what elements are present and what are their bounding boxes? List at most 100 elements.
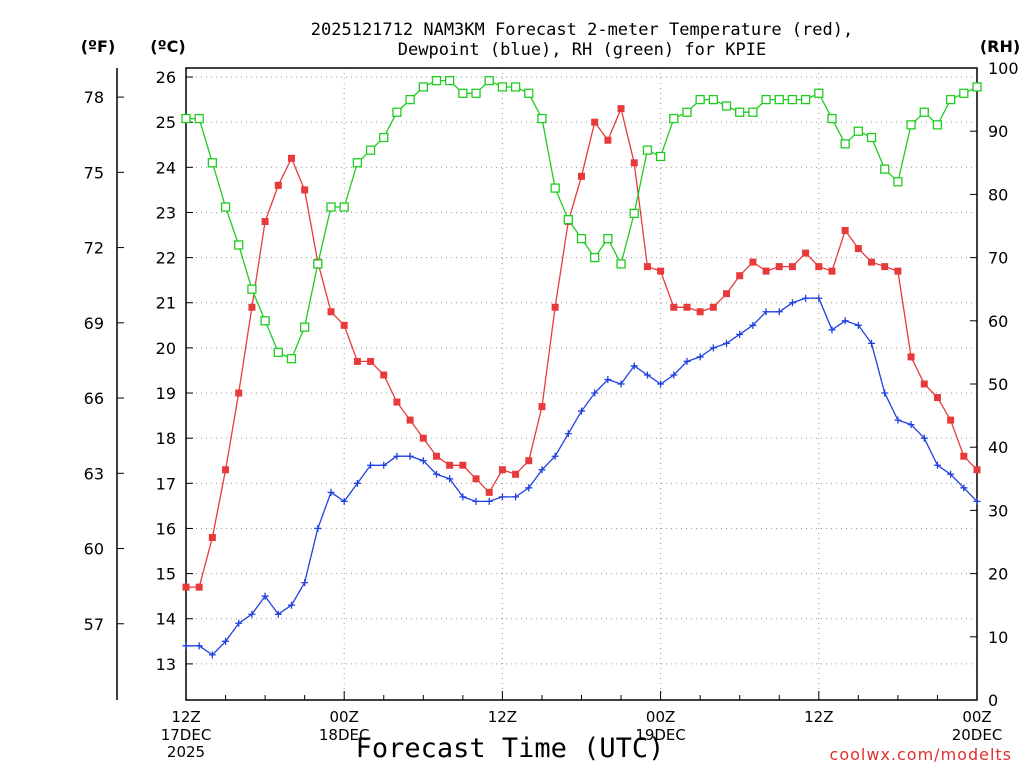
rh-point [431, 75, 442, 86]
celsius-tick-label: 19 [156, 384, 176, 403]
dewpoint-point [301, 579, 309, 587]
rh-tick-label: 0 [988, 691, 998, 710]
dewpoint-point [788, 299, 796, 307]
rh-point [880, 164, 890, 174]
rh-point [603, 233, 613, 244]
temperature-point [657, 267, 665, 275]
rh-point [207, 158, 218, 168]
temperature-point [551, 303, 559, 311]
temperature-point [604, 136, 612, 144]
rh-point [497, 82, 508, 92]
temperature-point [894, 267, 902, 275]
rh-point [484, 75, 494, 86]
temperature-point [367, 357, 375, 365]
celsius-tick-label: 16 [156, 519, 176, 538]
rh-point [814, 88, 824, 98]
rh-point [365, 145, 376, 155]
rh-point [616, 259, 626, 269]
temperature-point [670, 303, 678, 311]
celsius-tick-label: 13 [156, 655, 176, 674]
rh-point [576, 233, 587, 244]
x-tick-label-year: 2025 [167, 743, 205, 761]
temperature-point [802, 249, 810, 257]
rh-point [458, 88, 468, 98]
temperature-point [512, 470, 520, 478]
dewpoint-point [538, 466, 546, 474]
rh-point [669, 113, 679, 124]
dewpoint-point [248, 610, 256, 618]
dewpoint-point [419, 457, 427, 465]
temperature-point [947, 416, 955, 424]
dewpoint-point [512, 493, 520, 501]
rh-point [537, 113, 547, 124]
temperature-point [327, 308, 335, 316]
dewpoint-point [894, 416, 902, 424]
temperature-point [578, 172, 585, 180]
dewpoint-point [973, 497, 981, 505]
series-rh [181, 75, 982, 364]
celsius-tick-label: 22 [156, 249, 176, 268]
temperature-point [841, 227, 849, 235]
temperature-point [301, 186, 309, 194]
dewpoint-point [907, 421, 915, 429]
dewpoint-point [274, 610, 282, 618]
temperature-point [762, 267, 770, 275]
dewpoint-point [591, 389, 599, 397]
temperature-point [643, 263, 651, 271]
temperature-point [723, 290, 731, 298]
dewpoint-point [696, 353, 704, 361]
dewpoint-point [340, 497, 348, 505]
temperature-point [459, 461, 467, 469]
temperature-point [182, 583, 190, 591]
celsius-tick-label: 23 [156, 203, 176, 222]
dewpoint-point [854, 321, 862, 329]
dewpoint-point [551, 452, 559, 460]
rh-point [972, 82, 982, 92]
dewpoint-point [670, 371, 678, 379]
rh-point [748, 107, 758, 117]
plot-frame [185, 67, 978, 701]
rh-point [642, 145, 653, 155]
rh-point [721, 101, 732, 111]
temperature-point [630, 159, 638, 167]
rh-point [339, 202, 349, 212]
rh-point [959, 88, 969, 98]
fahrenheit-tick-label: 66 [84, 389, 104, 408]
celsius-tick-label: 24 [156, 158, 176, 177]
temperature-point [788, 263, 796, 271]
dewpoint-point [525, 484, 533, 492]
dewpoint-point [709, 344, 717, 352]
temperature-point [736, 272, 744, 280]
dewpoint-point [762, 308, 770, 316]
rh-point [260, 316, 270, 326]
rh-point [800, 94, 811, 105]
axes: 13 14 15 16 17 18 19 20 21 22 23 24 25 26 57 60 63 66 69 72… [84, 59, 1019, 761]
dewpoint-point [353, 479, 361, 487]
x-tick-label-time: 00Z [330, 708, 359, 726]
temperature-point [406, 416, 414, 424]
rh-point [695, 94, 705, 105]
temperature-point [815, 263, 823, 271]
rh-point [220, 202, 231, 212]
rh-point [906, 120, 916, 130]
rh-point [234, 240, 244, 250]
rh-unit-label: (RH) [980, 37, 1020, 56]
dewpoint-point [723, 339, 731, 347]
rh-point [286, 354, 297, 364]
celsius-tick-label: 21 [156, 294, 176, 313]
rh-point [893, 177, 903, 187]
rh-point [735, 107, 745, 117]
dewpoint-point [446, 475, 454, 483]
rh-point [866, 132, 877, 143]
dewpoint-point [657, 380, 665, 388]
temperature-point [683, 303, 691, 311]
temperature-point [340, 321, 348, 329]
rh-point [510, 82, 521, 92]
rh-point [655, 151, 666, 162]
rh-point [194, 113, 204, 124]
fahrenheit-tick-label: 78 [84, 88, 104, 107]
rh-point [181, 113, 191, 124]
dewpoint-point [933, 461, 941, 469]
temperature-point [261, 217, 269, 225]
rh-point [945, 94, 956, 105]
